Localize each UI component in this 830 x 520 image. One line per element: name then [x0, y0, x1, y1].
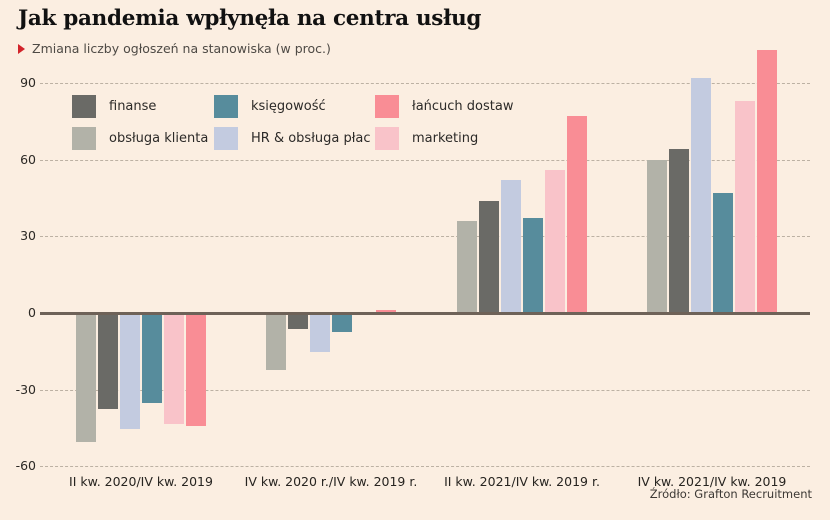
y-axis-tick: -30 — [15, 382, 36, 397]
bar — [669, 149, 689, 313]
legend-item: księgowość — [214, 95, 326, 118]
legend-swatch-icon — [214, 95, 238, 118]
chart-subtitle: Zmiana liczby ogłoszeń na stanowiska (w … — [18, 41, 331, 56]
bar — [266, 314, 286, 370]
source-credit: Źródło: Grafton Recruitment — [649, 487, 812, 501]
bar — [501, 180, 521, 313]
legend-swatch-icon — [72, 95, 96, 118]
bar — [332, 314, 352, 332]
subtitle-marker-icon — [18, 43, 25, 54]
x-axis-label: IV kw. 2020 r./IV kw. 2019 r. — [244, 474, 418, 489]
bar — [479, 201, 499, 313]
bar — [142, 314, 162, 403]
bar — [164, 314, 184, 424]
legend-item: finanse — [72, 95, 156, 118]
legend-item: łańcuch dostaw — [375, 95, 513, 118]
bar — [288, 314, 308, 329]
y-axis-tick: -60 — [15, 458, 36, 473]
gridline — [40, 160, 810, 161]
legend-label: obsługa klienta — [109, 131, 209, 146]
plot-area — [40, 50, 810, 467]
legend-item: marketing — [375, 127, 478, 150]
bar — [376, 310, 396, 313]
legend-label: finanse — [109, 99, 157, 114]
gridline — [40, 83, 810, 84]
bar — [735, 101, 755, 313]
legend-item: HR & obsługa płac — [214, 127, 371, 150]
gridline — [40, 236, 810, 237]
y-axis-tick: 30 — [20, 228, 36, 243]
legend-label: łańcuch dostaw — [412, 99, 514, 114]
legend-label: marketing — [412, 131, 479, 146]
subtitle-text: Zmiana liczby ogłoszeń na stanowiska (w … — [32, 41, 331, 56]
gridline — [40, 466, 810, 467]
legend-swatch-icon — [375, 95, 399, 118]
y-axis-tick: 60 — [20, 152, 36, 167]
legend-label: księgowość — [251, 99, 326, 114]
bar — [545, 170, 565, 313]
bar — [457, 221, 477, 313]
legend-item: obsługa klienta — [72, 127, 208, 150]
x-axis-label: II kw. 2021/IV kw. 2019 r. — [444, 474, 600, 489]
bar — [120, 314, 140, 429]
bar — [186, 314, 206, 426]
bar — [691, 78, 711, 313]
gridline — [40, 390, 810, 391]
bar — [98, 314, 118, 409]
y-axis-tick: 90 — [20, 75, 36, 90]
page-title: Jak pandemia wpłynęła na centra usług — [18, 6, 482, 31]
legend-swatch-icon — [375, 127, 399, 150]
bar — [567, 116, 587, 313]
legend-swatch-icon — [214, 127, 238, 150]
zero-line — [40, 312, 810, 315]
y-axis-tick: 0 — [28, 305, 36, 320]
bar — [76, 314, 96, 442]
legend-label: HR & obsługa płac — [251, 131, 371, 146]
x-axis-label: II kw. 2020/IV kw. 2019 — [69, 474, 213, 489]
bar — [310, 314, 330, 352]
bar — [647, 160, 667, 313]
bar — [713, 193, 733, 313]
legend-swatch-icon — [72, 127, 96, 150]
bar — [523, 218, 543, 313]
x-axis-label: IV kw. 2021/IV kw. 2019 — [637, 474, 787, 489]
bar — [757, 50, 777, 313]
